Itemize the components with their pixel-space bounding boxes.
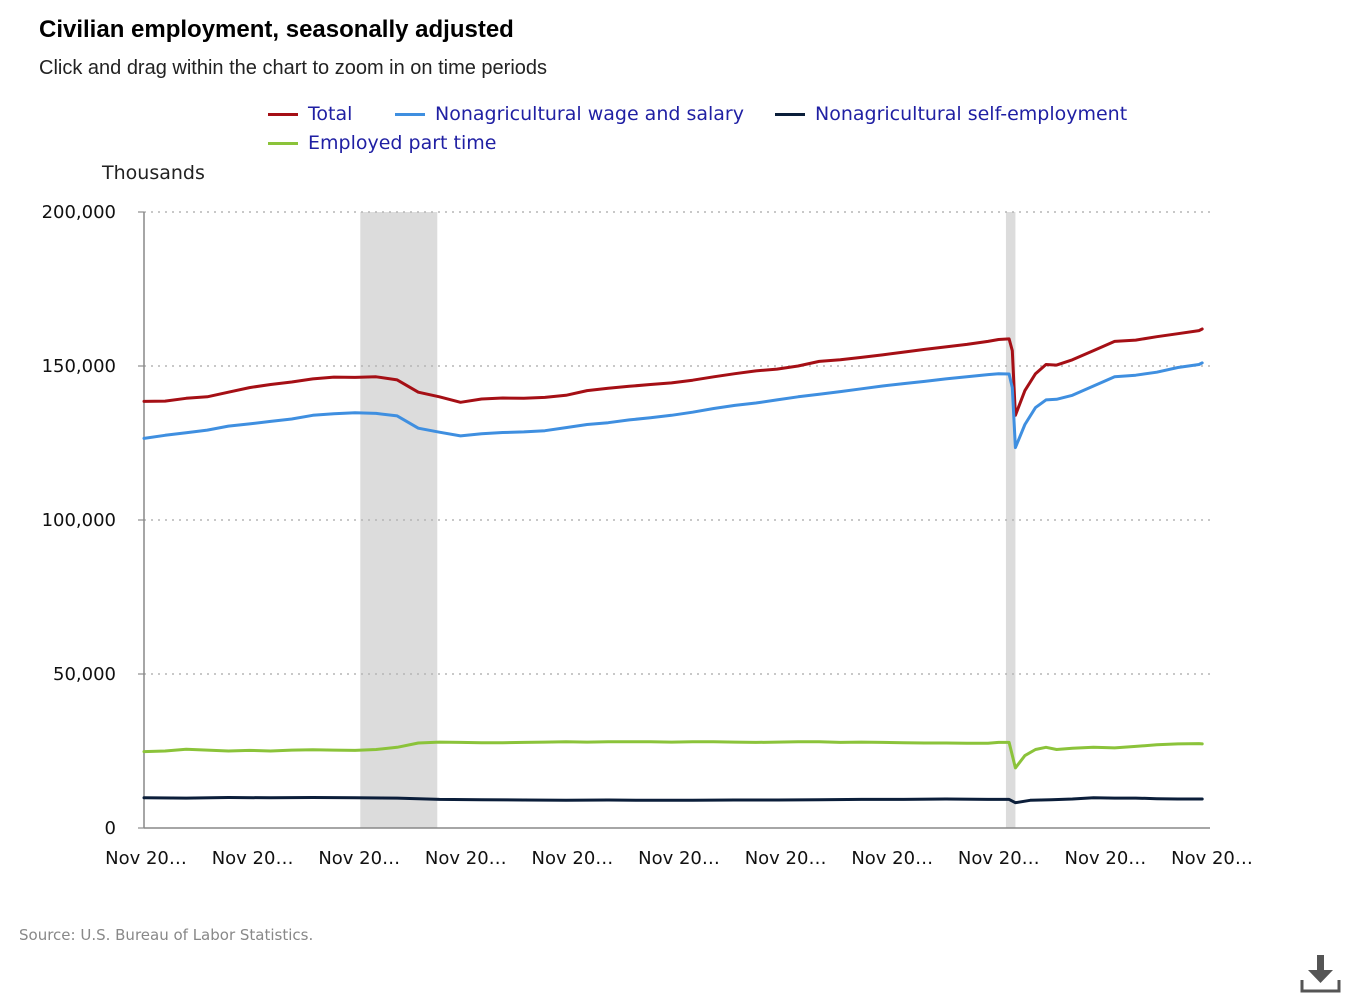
legend-label-wage-salary: Nonagricultural wage and salary (435, 103, 744, 125)
recession-band-2 (1005, 212, 1016, 828)
legend-swatch-part-time (268, 141, 298, 145)
y-tick-label: 100,000 (42, 510, 116, 531)
legend-item-self-employment[interactable]: Nonagricultural self-employment (775, 103, 1127, 125)
legend-item-total[interactable]: Total (268, 103, 352, 125)
series-line-1[interactable] (142, 327, 1204, 417)
y-tick-label: 50,000 (53, 664, 116, 685)
y-tick-label: 0 (105, 818, 116, 839)
x-tick-label: Nov 20… (1171, 848, 1253, 869)
download-icon-glyph (1300, 955, 1341, 993)
x-tick-label: Nov 20… (638, 848, 720, 869)
chart-title: Civilian employment, seasonally adjusted (39, 16, 514, 43)
legend-label-total: Total (308, 103, 353, 125)
legend-label-part-time: Employed part time (308, 132, 497, 154)
legend-swatch-total (268, 112, 298, 116)
series-line-3[interactable] (142, 796, 1204, 805)
x-tick-label: Nov 20… (1065, 848, 1147, 869)
x-tick-label: Nov 20… (532, 848, 614, 869)
chart-subtitle: Click and drag within the chart to zoom … (39, 57, 548, 79)
y-tick-label: 200,000 (42, 202, 116, 223)
series-line-2[interactable] (142, 361, 1204, 450)
y-tick-label: 150,000 (42, 356, 116, 377)
line-chart[interactable]: 0 50,000 100,000 150,000 200,000 Nov 20… Nov 2… (0, 0, 1346, 900)
series-line-4[interactable] (142, 740, 1204, 770)
legend-item-part-time[interactable]: Employed part time (268, 132, 496, 154)
x-tick-label: Nov 20… (958, 848, 1040, 869)
x-tick-label: Nov 20… (425, 848, 507, 869)
legend-swatch-wage-salary (395, 112, 425, 116)
legend-label-self-employment: Nonagricultural self-employment (815, 103, 1128, 125)
download-icon[interactable] (1298, 950, 1342, 994)
source-note: Source: U.S. Bureau of Labor Statistics. (19, 926, 314, 944)
legend-item-wage-salary[interactable]: Nonagricultural wage and salary (395, 103, 744, 125)
x-tick-label: Nov 20… (212, 848, 294, 869)
y-axis-unit-label: Thousands (102, 162, 205, 184)
x-tick-label: Nov 20… (105, 848, 187, 869)
legend-swatch-self-employment (775, 112, 805, 116)
x-tick-label: Nov 20… (318, 848, 400, 869)
x-tick-label: Nov 20… (851, 848, 933, 869)
x-tick-label: Nov 20… (745, 848, 827, 869)
